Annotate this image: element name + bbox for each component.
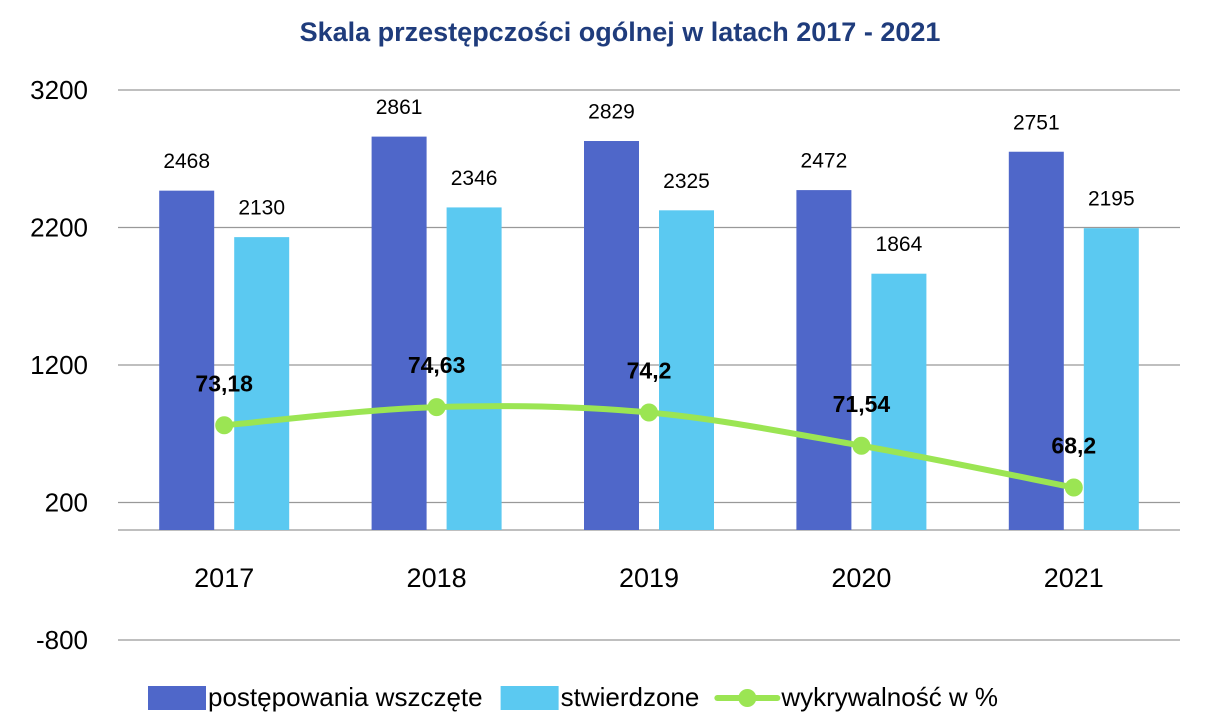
data-label: 74,63: [408, 352, 466, 378]
data-label: 2346: [451, 167, 498, 190]
line-point: [427, 398, 446, 417]
chart-title: Skala przestępczości ogólnej w latach 20…: [300, 17, 941, 47]
x-tick-label: 2017: [194, 563, 254, 593]
data-label: 71,54: [833, 391, 891, 417]
line-point: [1064, 478, 1083, 497]
legend-swatch: [500, 686, 559, 710]
data-label: 2468: [163, 150, 210, 173]
data-label: 2751: [1013, 111, 1060, 134]
x-tick-label: 2018: [407, 563, 467, 593]
data-label: 2472: [801, 150, 848, 173]
data-label: 74,2: [627, 358, 672, 384]
bar: [371, 136, 427, 531]
line-point: [852, 436, 871, 455]
bar: [659, 210, 714, 530]
bar: [1008, 151, 1064, 531]
line-point: [215, 416, 234, 435]
x-tick-label: 2021: [1044, 563, 1104, 593]
data-label: 1864: [876, 233, 923, 256]
legend-swatch: [738, 689, 757, 707]
legend-label: postępowania wszczęte: [208, 682, 483, 712]
y-tick-label: 200: [45, 487, 88, 517]
bar: [446, 207, 502, 531]
data-label: 2195: [1088, 188, 1135, 211]
legend-label: wykrywalność w %: [780, 682, 998, 712]
bar: [871, 273, 927, 530]
y-tick-label: 2200: [30, 212, 88, 242]
legend-swatch: [148, 686, 206, 710]
data-label: 2130: [238, 197, 285, 220]
bar: [584, 141, 639, 530]
data-label: 2861: [376, 96, 423, 119]
y-tick-label: 1200: [30, 350, 88, 380]
x-tick-label: 2020: [831, 563, 891, 593]
data-label: 2829: [588, 101, 635, 124]
data-label: 2325: [663, 170, 710, 193]
bar: [159, 190, 215, 530]
data-label: 68,2: [1051, 433, 1096, 459]
line-point: [640, 403, 658, 422]
y-tick-label: 3200: [30, 75, 88, 105]
legend-label: stwierdzone: [561, 682, 700, 712]
x-tick-label: 2019: [619, 563, 679, 593]
y-tick-label: -800: [36, 625, 88, 655]
bar: [796, 190, 852, 530]
data-label: 73,18: [195, 370, 253, 396]
bar: [234, 237, 290, 530]
bar: [1083, 228, 1139, 530]
